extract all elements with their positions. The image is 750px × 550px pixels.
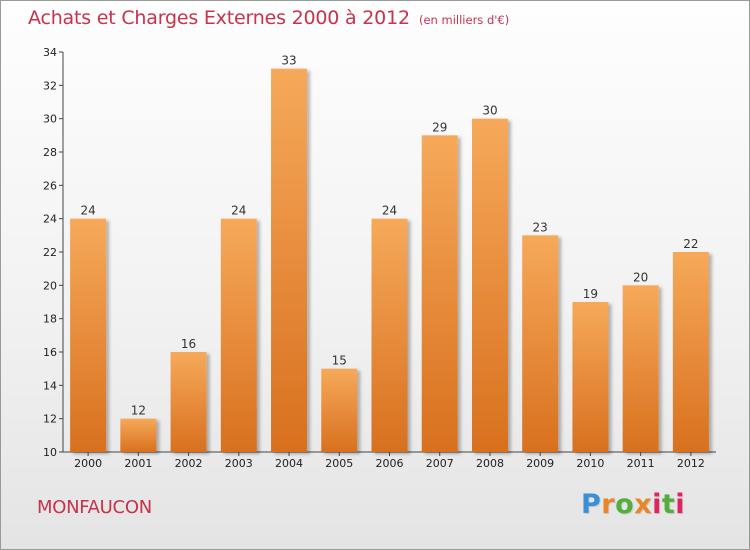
x-tick-label: 2001 (124, 457, 152, 470)
x-tick-label: 2012 (677, 457, 705, 470)
y-tick-label: 16 (43, 346, 57, 359)
y-tick-label: 24 (43, 213, 57, 226)
data-label: 24 (231, 204, 246, 218)
data-label: 19 (583, 287, 598, 301)
bar (220, 218, 257, 452)
logo-letter: o (615, 489, 635, 520)
x-tick-label: 2002 (175, 457, 203, 470)
data-label: 33 (281, 54, 296, 68)
logo-letter: i (675, 489, 686, 520)
logo-letter: t (661, 489, 676, 520)
x-tick-label: 2008 (476, 457, 504, 470)
x-tick-label: 2000 (74, 457, 102, 470)
x-tick-label: 2005 (325, 457, 353, 470)
data-label: 20 (633, 270, 648, 284)
chart-unit: (en milliers d'€) (419, 13, 510, 27)
bar (421, 135, 458, 453)
bar (271, 68, 308, 453)
y-tick-label: 20 (43, 279, 57, 292)
data-label: 24 (80, 204, 95, 218)
x-tick-label: 2006 (376, 457, 404, 470)
logo-letter: x (634, 489, 653, 520)
bar (120, 418, 157, 452)
proxiti-logo[interactable]: Proxiti (581, 489, 685, 520)
bar (622, 285, 659, 452)
data-label: 16 (181, 337, 196, 351)
x-tick-label: 2007 (426, 457, 454, 470)
bar (371, 218, 408, 452)
chart-title: Achats et Charges Externes 2000 à 2012 (28, 7, 410, 29)
x-tick-label: 2003 (225, 457, 253, 470)
bar (321, 368, 358, 452)
y-tick-label: 32 (43, 79, 57, 92)
data-label: 12 (131, 404, 146, 418)
y-tick-label: 28 (43, 146, 57, 159)
bar (471, 118, 508, 453)
y-tick-label: 10 (43, 446, 57, 459)
data-label: 30 (482, 104, 497, 118)
commune-name: MONFAUCON (37, 497, 152, 518)
x-tick-label: 2011 (627, 457, 655, 470)
x-tick-label: 2010 (576, 457, 604, 470)
bar (170, 352, 207, 452)
logo-letter: i (652, 489, 662, 520)
x-tick-label: 2004 (275, 457, 303, 470)
y-tick-label: 18 (43, 313, 57, 326)
y-tick-label: 30 (43, 113, 57, 126)
bar (672, 252, 709, 452)
data-label: 22 (683, 237, 698, 251)
x-tick-label: 2009 (526, 457, 554, 470)
bar (522, 235, 559, 452)
y-tick-label: 26 (43, 179, 57, 192)
y-tick-label: 12 (43, 413, 57, 426)
bar (70, 218, 107, 452)
logo-letter: P (581, 489, 602, 520)
y-tick-label: 22 (43, 246, 57, 259)
y-tick-label: 14 (43, 379, 57, 392)
data-label: 15 (332, 354, 347, 368)
data-label: 24 (382, 204, 397, 218)
logo-letter: r (601, 489, 616, 520)
y-tick-label: 34 (43, 46, 57, 59)
data-label: 29 (432, 120, 447, 134)
bar (572, 302, 609, 452)
data-label: 23 (533, 220, 548, 234)
